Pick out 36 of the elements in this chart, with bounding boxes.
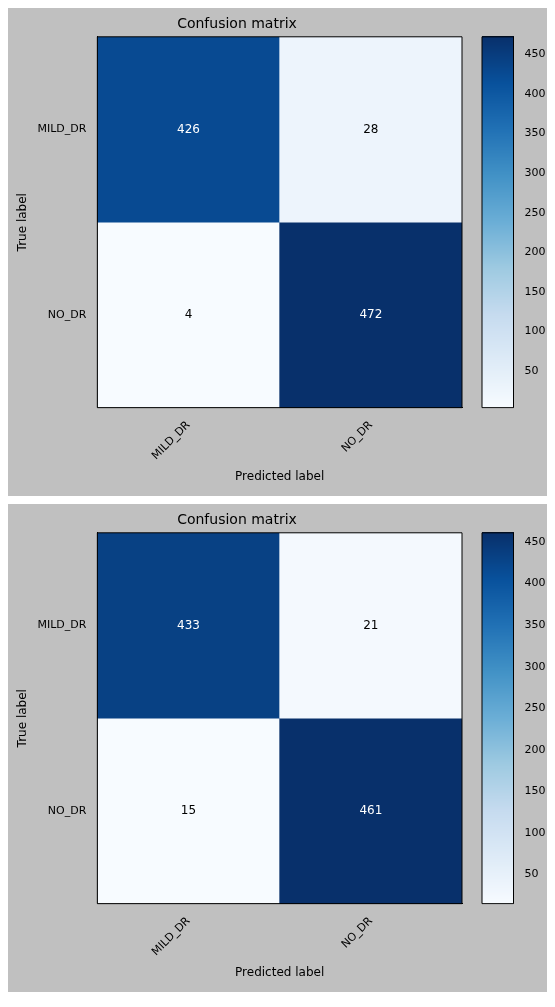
color-bar-label: 450 [524, 47, 546, 61]
y-tick-label: NO_DR [47, 803, 87, 817]
color-bar-label: 300 [524, 659, 546, 673]
chart-title: Confusion matrix [177, 15, 297, 32]
y-tick-label: MILD_DR [37, 618, 87, 632]
x-axis-title: Predicted label [235, 468, 325, 483]
data-label: 461 [359, 803, 383, 818]
color-bar-label: 150 [524, 784, 546, 798]
color-bar-label: 350 [524, 617, 546, 631]
color-bar-label: 100 [524, 324, 546, 338]
data-label: 15 [180, 803, 197, 818]
color-bar-label: 250 [524, 701, 546, 715]
data-label: 426 [177, 121, 200, 136]
data-label: 433 [177, 617, 200, 632]
color-bar-label: 300 [524, 165, 546, 179]
data-label: 4 [184, 307, 193, 322]
color-bar-label: 50 [524, 364, 539, 378]
color-bar-label: 400 [524, 86, 546, 100]
color-bar-label: 150 [524, 284, 546, 298]
color-bar-label: 450 [524, 534, 546, 548]
color-bar-label: 350 [524, 126, 546, 140]
color-bar-label: 50 [524, 867, 539, 881]
color-bar-label: 400 [524, 576, 546, 590]
x-axis-title: Predicted label [235, 964, 325, 979]
color-bar-label: 200 [524, 245, 546, 259]
color-bar-label: 100 [524, 825, 546, 839]
y-axis-title: True label [15, 193, 30, 253]
color-bar-label: 250 [524, 205, 546, 219]
y-axis-title: True label [15, 689, 30, 749]
y-tick-label: MILD_DR [37, 122, 87, 136]
y-tick-label: NO_DR [47, 307, 87, 321]
color-bar-label: 200 [524, 742, 546, 756]
data-label: 21 [363, 617, 379, 632]
data-label: 28 [363, 121, 379, 136]
data-label: 472 [359, 307, 383, 322]
chart-title: Confusion matrix [177, 511, 297, 528]
